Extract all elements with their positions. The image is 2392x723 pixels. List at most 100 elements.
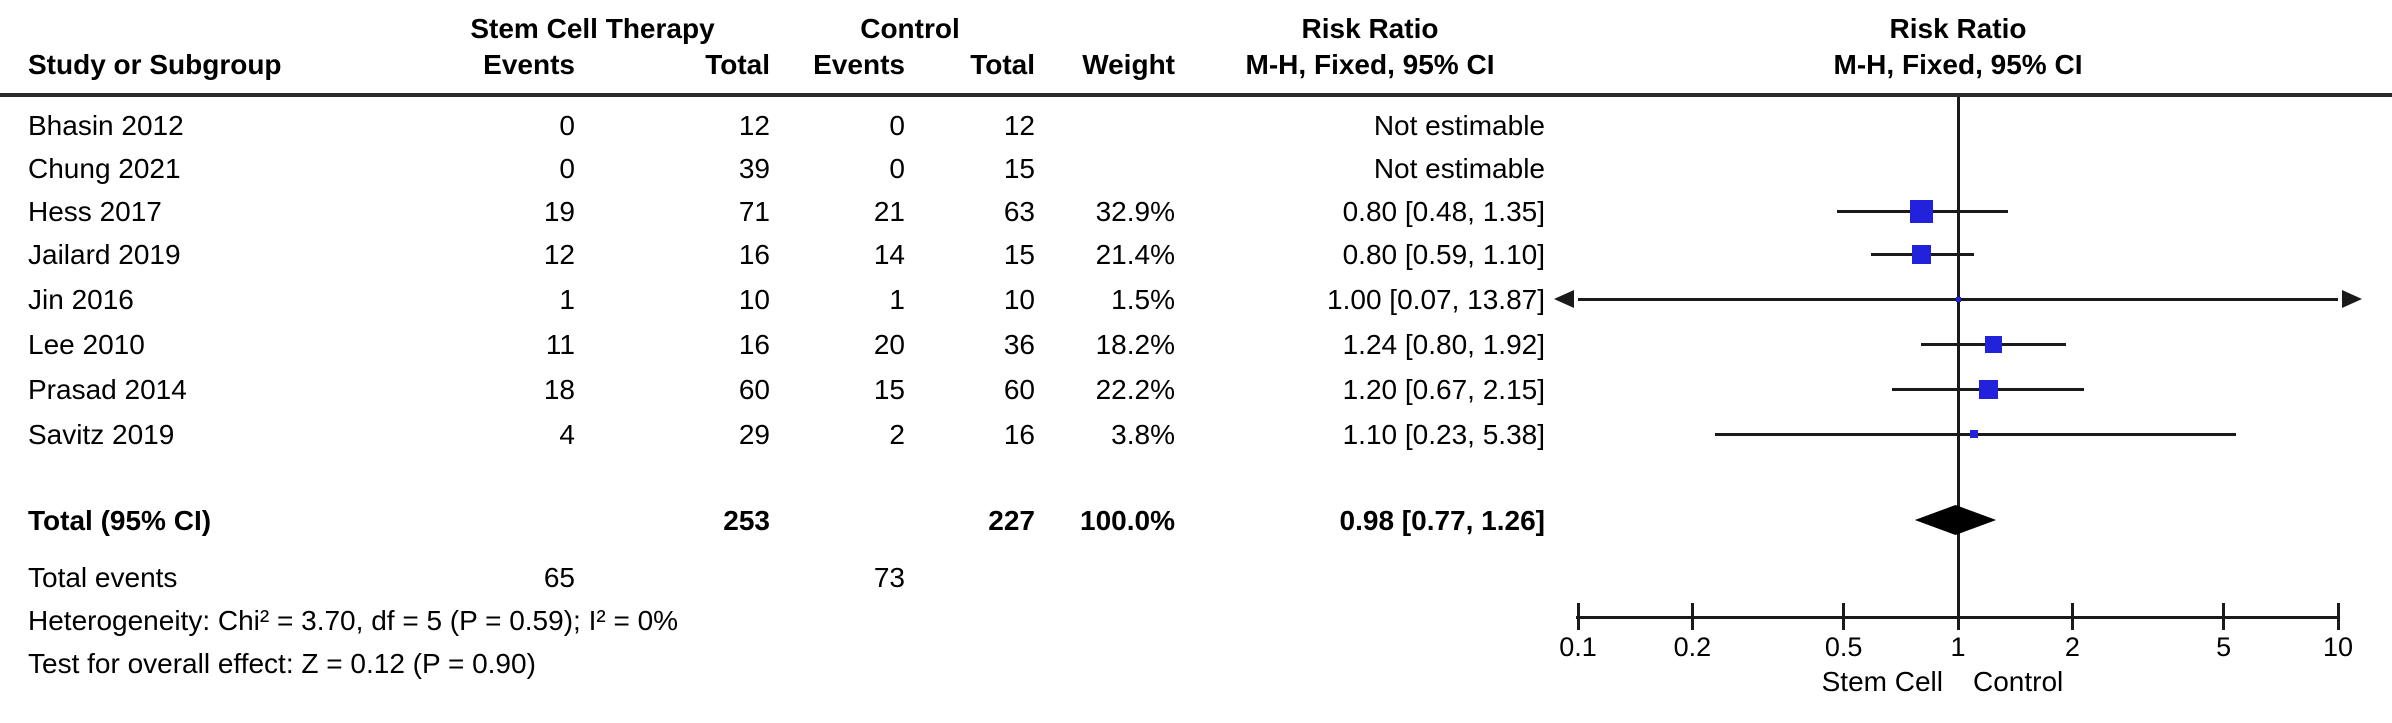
study-name: Bhasin 2012 bbox=[28, 110, 184, 141]
events-treatment-cell: 19 bbox=[543, 196, 575, 227]
point-estimate-marker bbox=[1911, 244, 1931, 264]
effect-title-plot: Risk Ratio bbox=[1889, 13, 2027, 44]
events-treatment-cell: 0 bbox=[559, 110, 575, 141]
weight-cell: 18.2% bbox=[1095, 329, 1175, 360]
point-estimate-marker bbox=[1909, 199, 1933, 223]
x-axis-tick-label: 5 bbox=[2216, 632, 2232, 662]
favours-left-label: Stem Cell bbox=[1821, 666, 1943, 697]
total-treatment-cell: 29 bbox=[738, 419, 770, 450]
events-treatment-cell: 4 bbox=[559, 419, 575, 450]
ci-text-cell: 1.24 [0.80, 1.92] bbox=[1342, 329, 1545, 360]
total-control-cell: 60 bbox=[1003, 374, 1035, 405]
events-control-cell: 1 bbox=[889, 284, 905, 315]
x-axis-tick bbox=[2222, 603, 2226, 630]
ci-text-cell: 0.80 [0.59, 1.10] bbox=[1342, 239, 1545, 270]
x-axis-tick-label: 0.5 bbox=[1824, 632, 1863, 662]
events-control-cell: 20 bbox=[873, 329, 905, 360]
ci-text-cell: 1.10 [0.23, 5.38] bbox=[1342, 419, 1545, 450]
weight-cell bbox=[1055, 108, 1175, 144]
total-treatment-sum: 253 bbox=[723, 505, 770, 536]
events-control-cell: 0 bbox=[889, 110, 905, 141]
weight-cell bbox=[1055, 151, 1175, 187]
study-name: Jailard 2019 bbox=[28, 239, 181, 270]
events-control-cell: 14 bbox=[873, 239, 905, 270]
point-estimate-marker bbox=[1955, 296, 1961, 302]
events-control-cell: 2 bbox=[889, 419, 905, 450]
weight-cell: 21.4% bbox=[1095, 239, 1175, 270]
total-events-control: 73 bbox=[873, 562, 905, 593]
ci-text-cell: Not estimable bbox=[1373, 110, 1545, 141]
weight-cell: 32.9% bbox=[1095, 196, 1175, 227]
ci-text-cell: 1.00 [0.07, 13.87] bbox=[1327, 284, 1545, 315]
x-axis-tick-label: 0.2 bbox=[1673, 632, 1712, 662]
events-treatment-cell: 18 bbox=[543, 374, 575, 405]
ci-text-cell: 1.20 [0.67, 2.15] bbox=[1342, 374, 1545, 405]
total-control-cell: 36 bbox=[1003, 329, 1035, 360]
weight-cell: 22.2% bbox=[1095, 374, 1175, 405]
total-label: Total (95% CI) bbox=[28, 505, 212, 536]
events-control-cell: 0 bbox=[889, 153, 905, 184]
study-name: Jin 2016 bbox=[28, 284, 134, 315]
pooled-effect-diamond bbox=[1914, 505, 1997, 535]
events-control-cell: 15 bbox=[873, 374, 905, 405]
study-name: Lee 2010 bbox=[28, 329, 145, 360]
total-treatment-cell: 39 bbox=[738, 153, 770, 184]
total-control-cell: 10 bbox=[1003, 284, 1035, 315]
events-treatment-cell: 11 bbox=[545, 329, 575, 360]
overall-effect-text: Test for overall effect: Z = 0.12 (P = 0… bbox=[28, 648, 536, 679]
favours-right-label: Control bbox=[1973, 666, 2064, 697]
column-header-ci-text: M-H, Fixed, 95% CI bbox=[1245, 49, 1495, 80]
ci-arrow-right bbox=[2342, 290, 2362, 308]
total-treatment-cell: 60 bbox=[738, 374, 770, 405]
x-axis-tick-label: 1 bbox=[1950, 632, 1966, 662]
total-events-treatment: 65 bbox=[543, 562, 575, 593]
x-axis-tick bbox=[1842, 603, 1846, 630]
total-control-cell: 15 bbox=[1003, 153, 1035, 184]
total-control-cell: 12 bbox=[1003, 110, 1035, 141]
events-treatment-cell: 12 bbox=[543, 239, 575, 270]
total-control-cell: 15 bbox=[1003, 239, 1035, 270]
total-control-sum: 227 bbox=[988, 505, 1035, 536]
x-axis-tick bbox=[1690, 603, 1694, 630]
total-control-cell: 16 bbox=[1003, 419, 1035, 450]
column-header-events-control: Events bbox=[813, 49, 905, 80]
total-weight: 100.0% bbox=[1080, 505, 1175, 536]
total-events-label: Total events bbox=[28, 562, 178, 593]
study-name: Chung 2021 bbox=[28, 153, 181, 184]
x-axis-tick-label: 2 bbox=[2064, 632, 2080, 662]
total-treatment-cell: 71 bbox=[738, 196, 770, 227]
column-header-ci-plot: M-H, Fixed, 95% CI bbox=[1833, 49, 2083, 80]
ci-text-cell: 0.80 [0.48, 1.35] bbox=[1342, 196, 1545, 227]
weight-cell: 3.8% bbox=[1111, 419, 1175, 450]
column-group-control: Control bbox=[860, 13, 960, 44]
total-control-cell: 63 bbox=[1003, 196, 1035, 227]
header-separator bbox=[0, 93, 2392, 97]
study-name: Prasad 2014 bbox=[28, 374, 187, 405]
column-header-total-control: Total bbox=[970, 49, 1035, 80]
x-axis-tick-label: 0.1 bbox=[1559, 632, 1597, 662]
x-axis-tick bbox=[2336, 603, 2340, 630]
x-axis-tick bbox=[1956, 603, 1960, 630]
study-name: Savitz 2019 bbox=[28, 419, 175, 450]
weight-cell: 1.5% bbox=[1111, 284, 1175, 315]
column-header-events-treatment: Events bbox=[483, 49, 575, 80]
study-name: Hess 2017 bbox=[28, 196, 162, 227]
events-control-cell: 21 bbox=[873, 196, 905, 227]
total-treatment-cell: 12 bbox=[738, 110, 770, 141]
x-axis-tick bbox=[2070, 603, 2074, 630]
events-treatment-cell: 1 bbox=[559, 284, 575, 315]
column-header-total-treatment: Total bbox=[705, 49, 770, 80]
point-estimate-marker bbox=[1969, 430, 1978, 438]
no-effect-line bbox=[1956, 97, 1960, 630]
column-header-study: Study or Subgroup bbox=[28, 49, 282, 80]
heterogeneity-text: Heterogeneity: Chi² = 3.70, df = 5 (P = … bbox=[28, 605, 679, 636]
point-estimate-marker bbox=[1985, 335, 2002, 353]
ci-arrow-left bbox=[1554, 290, 1574, 308]
total-treatment-cell: 16 bbox=[738, 239, 770, 270]
point-estimate-marker bbox=[1978, 379, 1998, 399]
total-treatment-cell: 16 bbox=[738, 329, 770, 360]
x-axis-tick bbox=[1576, 603, 1580, 630]
total-ci-text: 0.98 [0.77, 1.26] bbox=[1339, 505, 1545, 536]
ci-text-cell: Not estimable bbox=[1373, 153, 1545, 184]
